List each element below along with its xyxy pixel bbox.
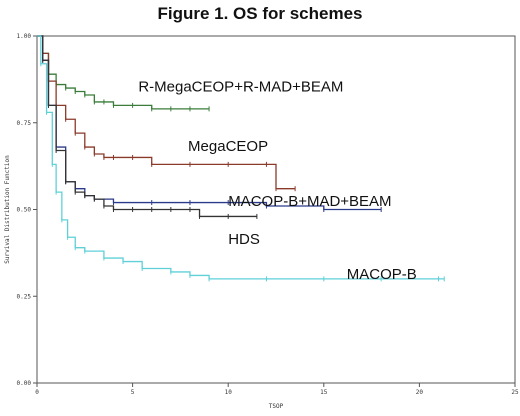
- y-tick-label: 0.25: [17, 293, 32, 300]
- series-4: [37, 35, 445, 282]
- x-tick-label: 0: [35, 389, 39, 396]
- x-axis-title: TSOP: [269, 403, 284, 410]
- series-line: [37, 35, 296, 190]
- series-annotation: MegaCEOP: [188, 138, 268, 155]
- series-0: [37, 35, 210, 112]
- series-annotation: MACOP-B: [347, 266, 417, 283]
- series-annotation: MACOP-B+MAD+BEAM: [228, 193, 391, 210]
- x-tick-label: 10: [225, 389, 233, 396]
- y-axis-title: Survival Distribution Function: [4, 155, 11, 264]
- series-annotation: R-MegaCEOP+R-MAD+BEAM: [138, 79, 343, 96]
- series-line: [37, 35, 382, 211]
- series-1: [37, 35, 296, 192]
- series-annotation: HDS: [228, 231, 260, 248]
- x-tick-label: 25: [511, 389, 519, 396]
- series-line: [37, 35, 210, 110]
- x-tick-label: 5: [131, 389, 135, 396]
- y-tick-label: 0.50: [17, 207, 32, 214]
- x-tick-label: 15: [320, 389, 328, 396]
- y-tick-label: 1.00: [17, 33, 32, 40]
- y-tick-label: 0.00: [17, 380, 32, 387]
- series-3: [37, 35, 258, 219]
- chart-title: Figure 1. OS for schemes: [157, 4, 363, 23]
- x-tick-label: 20: [416, 389, 424, 396]
- y-tick-label: 0.75: [17, 120, 32, 127]
- series-2: [37, 35, 382, 212]
- series-line: [37, 35, 257, 218]
